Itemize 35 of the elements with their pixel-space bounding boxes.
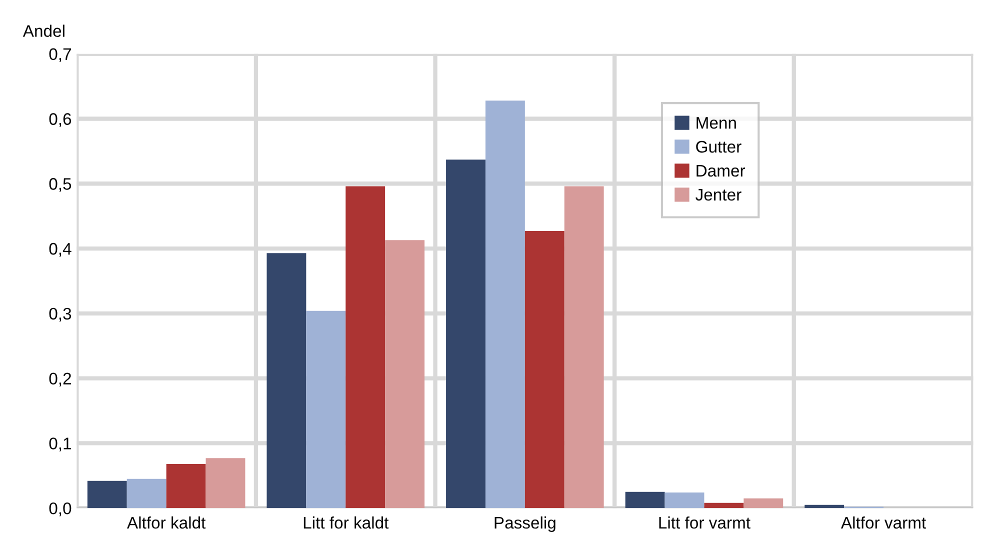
y-tick-label: 0,4 (49, 242, 72, 257)
y-tick-label: 0,3 (49, 308, 72, 322)
y-tick-label: 0,2 (49, 372, 71, 386)
legend-label: Gutter (696, 140, 742, 153)
y-axis-title: Andel (22, 24, 64, 37)
bar (804, 504, 844, 508)
legend-label: Damer (696, 165, 746, 177)
legend-label: Jenter (696, 188, 742, 201)
bar (87, 480, 127, 508)
bar (166, 464, 206, 508)
y-tick-label: 0,6 (49, 113, 72, 127)
bar (206, 458, 246, 508)
bar (564, 186, 604, 508)
x-tick-label: Litt for varmt (659, 516, 750, 529)
bar (346, 186, 386, 508)
bar (625, 492, 665, 508)
bar (664, 492, 704, 508)
bar (266, 253, 306, 508)
bar (485, 100, 525, 508)
bar (126, 478, 166, 508)
x-tick-label: Altfor kaldt (126, 516, 206, 529)
y-tick-label: 0,7 (49, 48, 71, 62)
y-tick-label: 0,1 (49, 438, 71, 452)
bar (744, 498, 784, 508)
x-tick-label: Litt for kaldt (304, 516, 389, 529)
bar (704, 502, 744, 508)
bar (385, 240, 425, 508)
x-tick-label: Passelig (494, 516, 556, 532)
bar (306, 310, 346, 508)
bar (446, 160, 486, 508)
legend-label: Menn (696, 117, 736, 129)
y-tick-label: 0,0 (49, 502, 72, 516)
y-tick-label: 0,5 (49, 178, 72, 192)
bar (524, 231, 564, 508)
x-tick-label: Altfor varmt (840, 516, 926, 529)
